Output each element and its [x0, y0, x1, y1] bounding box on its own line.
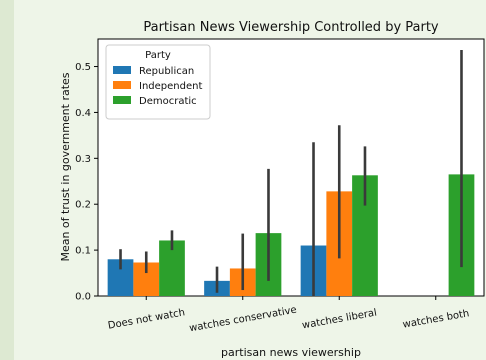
x-axis-label: partisan news viewership [221, 346, 361, 359]
chart-title: Partisan News Viewership Controlled by P… [143, 20, 439, 35]
legend-swatch-republican [113, 66, 131, 74]
legend-entries: Republican Independent Democratic [113, 66, 202, 107]
legend: Party Republican Independent Democratic [105, 44, 211, 120]
y-tick-label: 0.3 [75, 154, 91, 165]
legend-label-republican: Republican [139, 66, 194, 77]
y-tick-label: 0.5 [75, 62, 91, 73]
x-tick-label: watches liberal [301, 307, 377, 331]
y-axis-label: Mean of trust in government rates [59, 72, 72, 261]
legend-box [105, 44, 211, 120]
y-tick-label: 0.2 [75, 200, 91, 211]
x-tick-label: watches both [402, 308, 470, 331]
left-margin-strip [0, 0, 14, 360]
legend-swatch-democratic [113, 96, 131, 104]
y-tick-label: 0.0 [75, 292, 91, 303]
legend-swatch-independent [113, 81, 131, 89]
y-axis: 0.0 0.1 0.2 0.3 0.4 0.5 [75, 62, 98, 303]
y-tick-label: 0.4 [75, 108, 91, 119]
legend-title: Party [145, 50, 171, 61]
x-axis: Does not watch watches conservative watche… [107, 296, 470, 334]
legend-label-democratic: Democratic [139, 96, 197, 107]
y-tick-label: 0.1 [75, 246, 91, 257]
x-tick-label: watches conservative [188, 305, 297, 335]
legend-label-independent: Independent [139, 81, 202, 92]
error-bars-group [119, 50, 463, 296]
x-tick-label: Does not watch [107, 307, 186, 331]
